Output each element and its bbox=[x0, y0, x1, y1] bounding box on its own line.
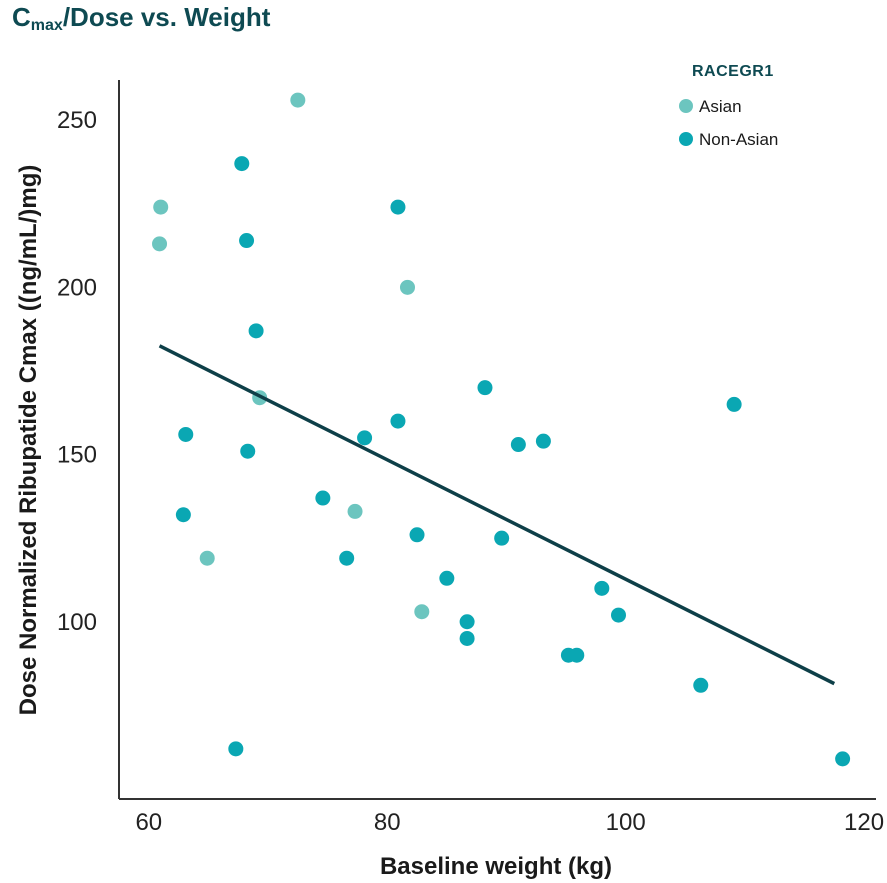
legend: RACEGR1 Asian Non-Asian bbox=[679, 63, 778, 149]
data-point-asian bbox=[399, 279, 415, 295]
data-point-non-asian bbox=[175, 507, 191, 523]
x-tick-label: 120 bbox=[844, 809, 884, 836]
data-point-non-asian bbox=[409, 527, 425, 543]
data-point-asian bbox=[152, 236, 168, 252]
x-axis-label: Baseline weight (kg) bbox=[380, 853, 612, 880]
data-point-asian bbox=[414, 604, 430, 620]
chart-title-rest: /Dose vs. Weight bbox=[62, 2, 271, 32]
data-point-non-asian bbox=[535, 433, 551, 449]
legend-label-non-asian: Non-Asian bbox=[699, 130, 778, 149]
trend-line bbox=[158, 344, 836, 686]
data-points bbox=[152, 92, 851, 767]
data-point-asian bbox=[290, 92, 306, 108]
data-point-non-asian bbox=[390, 413, 406, 429]
data-point-non-asian bbox=[569, 647, 585, 663]
legend-title: RACEGR1 bbox=[692, 63, 774, 80]
data-point-non-asian bbox=[178, 426, 194, 442]
legend-marker-asian bbox=[679, 99, 693, 113]
y-tick-labels: 100 150 200 250 bbox=[57, 107, 97, 636]
data-point-non-asian bbox=[459, 630, 475, 646]
data-point-non-asian bbox=[693, 677, 709, 693]
data-point-non-asian bbox=[439, 570, 455, 586]
y-tick-label: 200 bbox=[57, 274, 97, 301]
data-point-non-asian bbox=[248, 323, 264, 339]
data-point-non-asian bbox=[239, 233, 255, 249]
chart-title-subscript: max bbox=[30, 17, 63, 34]
data-point-non-asian bbox=[611, 607, 627, 623]
y-axis-label: Dose Normalized Ribupatide Cmax ((ng/mL/… bbox=[15, 165, 42, 716]
data-point-asian bbox=[153, 199, 169, 215]
data-point-non-asian bbox=[357, 430, 373, 446]
y-tick-label: 250 bbox=[57, 107, 97, 134]
x-tick-labels: 60 80 100 120 bbox=[135, 809, 884, 836]
x-tick-label: 100 bbox=[606, 809, 646, 836]
data-point-non-asian bbox=[594, 580, 610, 596]
data-point-non-asian bbox=[390, 199, 406, 215]
y-tick-label: 100 bbox=[57, 609, 97, 636]
data-point-non-asian bbox=[459, 614, 475, 630]
data-point-non-asian bbox=[228, 741, 244, 757]
data-point-non-asian bbox=[240, 443, 256, 459]
legend-label-asian: Asian bbox=[699, 97, 742, 116]
data-point-non-asian bbox=[234, 156, 250, 172]
data-point-non-asian bbox=[315, 490, 331, 506]
y-tick-label: 150 bbox=[57, 442, 97, 469]
data-point-asian bbox=[347, 503, 363, 519]
data-point-non-asian bbox=[835, 751, 851, 767]
trend-line-group bbox=[158, 344, 836, 686]
data-point-non-asian bbox=[726, 396, 742, 412]
chart-title: Cmax/Dose vs. Weight bbox=[12, 2, 270, 35]
data-point-non-asian bbox=[339, 550, 355, 566]
x-tick-label: 80 bbox=[374, 809, 401, 836]
x-tick-label: 60 bbox=[135, 809, 162, 836]
data-point-non-asian bbox=[510, 437, 526, 453]
chart-title-main: C bbox=[12, 2, 31, 32]
data-point-non-asian bbox=[494, 530, 510, 546]
legend-marker-non-asian bbox=[679, 132, 693, 146]
data-point-asian bbox=[199, 550, 215, 566]
data-point-non-asian bbox=[477, 380, 493, 396]
